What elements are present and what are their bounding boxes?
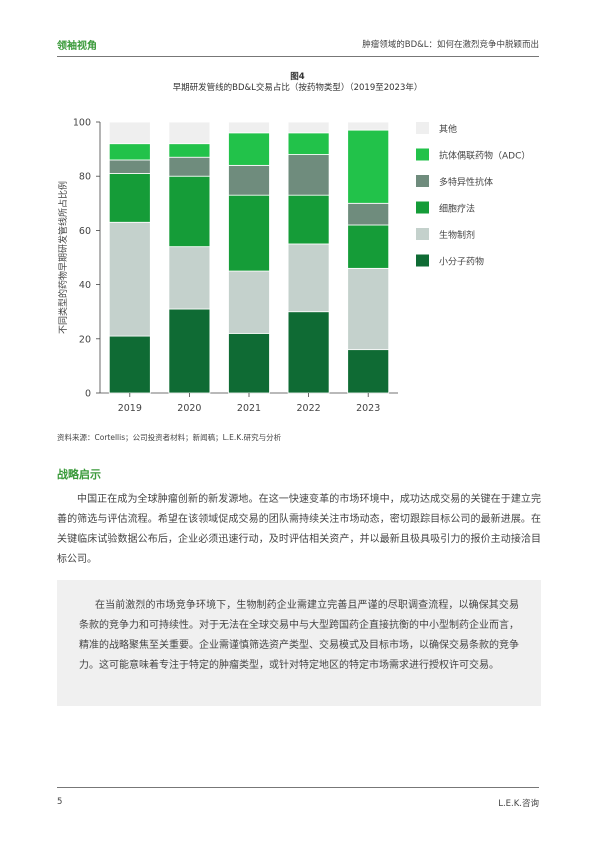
bar-segment: [168, 121, 211, 145]
y-axis-label: 不同类型的药物早期研发管线所占比例: [57, 181, 69, 334]
x-tick-label: 2019: [118, 403, 142, 414]
x-tick-label: 2021: [237, 403, 261, 414]
bar-segment: [287, 194, 330, 245]
legend-label: 生物制剂: [439, 229, 475, 241]
bar-segment: [108, 221, 151, 337]
legend-label: 细胞疗法: [439, 203, 475, 215]
page-number: 5: [57, 797, 63, 807]
bar-segment: [228, 121, 270, 134]
legend-label: 小分子药物: [439, 256, 484, 268]
callout-box: 在当前激烈的市场竞争环境下，生物制药企业需建立完善且严谨的尽职调查流程，以确保其…: [57, 580, 541, 706]
header-report-title: 肿瘤领域的BD&L：如何在激烈竞争中脱颖而出: [362, 40, 539, 50]
footer-brand: L.E.K.咨询: [498, 799, 539, 809]
header-section-label: 领袖视角: [57, 41, 97, 52]
y-tick-label: 100: [73, 118, 91, 129]
x-tick-label: 2022: [297, 403, 321, 414]
y-tick-label: 40: [79, 280, 91, 291]
bar-segment: [168, 175, 211, 248]
bar-segment: [347, 129, 390, 204]
section-body: 中国正在成为全球肿瘤创新的新发源地。在这一快速变革的市场环境中，成功达成交易的关…: [57, 494, 541, 565]
stacked-bar-chart: 0 20 40 60 80 100 不同类型的药物早期研发管线所占比例 2019 2020 202…: [57, 118, 530, 415]
legend-swatch: [416, 122, 429, 134]
figure-number: 图4: [290, 72, 305, 82]
footer-divider: [57, 787, 539, 788]
bar-segment: [347, 224, 390, 269]
legend-label: 其他: [439, 123, 457, 135]
bar-segment: [168, 246, 211, 310]
bar-segment: [287, 243, 330, 313]
bar-segment: [347, 349, 390, 394]
bar-segment: [168, 308, 211, 394]
legend-swatch: [416, 148, 429, 161]
y-tick-label: 60: [79, 226, 91, 237]
bar-segment: [287, 132, 330, 155]
figure-title: 早期研发管线的BD&L交易占比（按药物类型）（2019至2023年）: [172, 83, 423, 93]
bar-segment: [287, 154, 330, 196]
chart-source-note: 资料来源：Cortellis；公司投资者材料；新闻稿；L.E.K.研究与分析: [57, 433, 282, 442]
bar-segment: [168, 143, 211, 158]
bar-segment: [108, 143, 151, 161]
bar-segment: [108, 335, 151, 394]
x-tick-label: 2023: [356, 403, 380, 414]
bar-segment: [108, 159, 151, 174]
bar-segment: [228, 194, 270, 272]
bar-segment: [228, 164, 270, 196]
legend-label: 抗体偶联药物（ADC）: [439, 150, 530, 162]
section-title: 战略启示: [57, 468, 101, 481]
y-tick-label: 80: [79, 172, 91, 183]
legend-swatch: [416, 175, 429, 187]
x-tick-label: 2020: [177, 403, 201, 414]
legend-swatch: [416, 228, 429, 240]
bar-segment: [168, 156, 211, 177]
bar-segment: [108, 121, 151, 145]
y-tick-label: 0: [85, 389, 91, 400]
bar-segment: [287, 311, 330, 394]
bar-segment: [228, 270, 270, 334]
callout-text: 在当前激烈的市场竞争环境下，生物制药企业需建立完善且严谨的尽职调查流程，以确保其…: [79, 600, 519, 671]
y-tick-label: 20: [79, 334, 91, 345]
bar-segment: [108, 173, 151, 223]
bar-segment: [228, 132, 270, 166]
bar-segment: [347, 121, 390, 131]
legend-swatch: [416, 254, 429, 267]
legend-swatch: [416, 201, 429, 214]
bar-segment: [347, 267, 390, 351]
legend-label: 多特异性抗体: [439, 176, 493, 188]
bar-segment: [347, 202, 390, 226]
bar-segment: [287, 121, 330, 134]
bar-segment: [228, 332, 270, 394]
header-divider: [57, 56, 539, 57]
